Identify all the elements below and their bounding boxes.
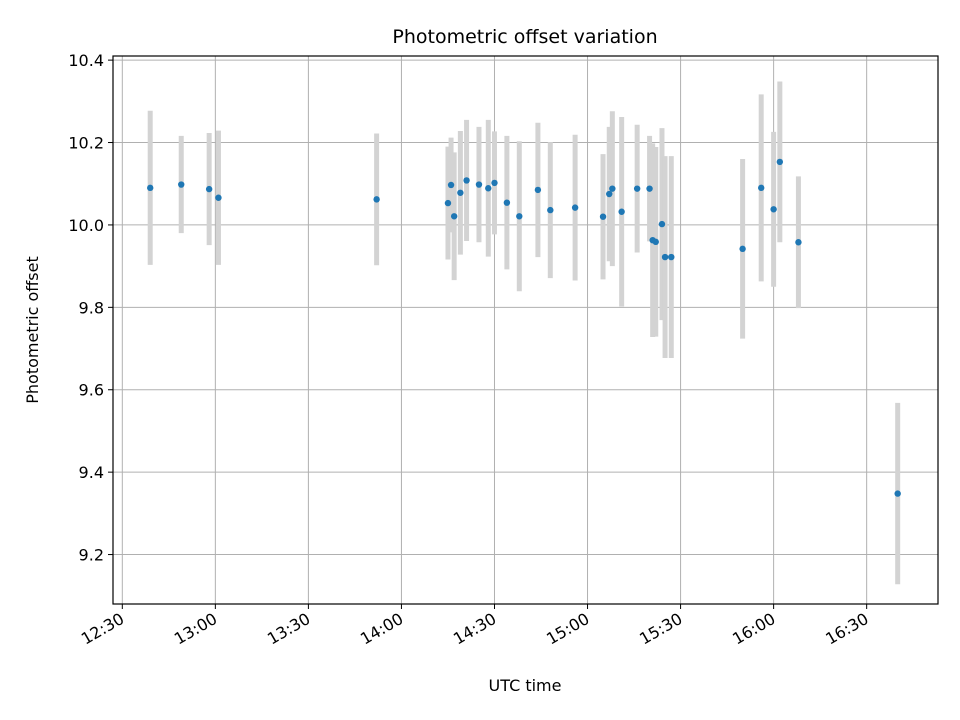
data-point (633, 185, 641, 192)
data-point (795, 239, 802, 246)
grid (113, 56, 938, 604)
data-point (503, 199, 511, 206)
x-tick-label: 16:30 (822, 609, 871, 649)
y-tick-label: 9.6 (79, 381, 104, 400)
data-point (618, 208, 625, 215)
data-point (661, 253, 669, 261)
data-point (770, 206, 777, 213)
data-point (606, 190, 613, 198)
data-point (450, 213, 458, 220)
data-point (475, 181, 483, 188)
data-point (491, 179, 498, 187)
data-point (178, 181, 185, 188)
x-tick-label: 16:00 (729, 609, 778, 649)
data-point (646, 185, 653, 192)
data-point (516, 213, 523, 220)
error-bars (147, 81, 901, 585)
data-point (215, 194, 222, 201)
data-point (776, 158, 784, 166)
data-point (894, 490, 901, 497)
data-point (571, 204, 579, 211)
y-axis: 9.2 9.4 9.6 9.8 10.0 10.2 10.4 (68, 51, 113, 565)
data-point (758, 184, 765, 192)
data-point (534, 186, 542, 194)
data-point (485, 185, 492, 192)
data-point (457, 189, 464, 196)
data-point (599, 213, 607, 220)
x-tick-label: 15:00 (543, 609, 592, 649)
data-point (373, 196, 380, 203)
data-point (205, 185, 213, 193)
y-tick-label: 9.4 (79, 463, 104, 482)
y-tick-label: 10.2 (68, 134, 104, 153)
x-tick-label: 13:30 (264, 609, 313, 649)
data-point (147, 184, 154, 192)
data-point (652, 238, 659, 246)
y-tick-label: 9.8 (79, 298, 104, 317)
x-axis: 12:30 13:00 13:30 14:00 14:30 15:00 15:30 16:00… (78, 604, 872, 649)
x-tick-label: 14:00 (357, 609, 406, 649)
x-axis-label: UTC time (489, 676, 562, 695)
data-point (444, 199, 452, 207)
y-tick-label: 9.2 (79, 546, 104, 565)
y-tick-label: 10.0 (68, 216, 104, 235)
data-points (147, 158, 901, 497)
data-point (463, 177, 470, 184)
x-tick-label: 14:30 (450, 609, 499, 649)
chart-title: Photometric offset variation (392, 26, 657, 48)
x-tick-label: 15:30 (636, 609, 685, 649)
data-point (547, 206, 554, 214)
y-axis-label: Photometric offset (23, 256, 42, 404)
data-point (739, 245, 746, 253)
plot-frame (112, 55, 939, 605)
y-tick-label: 10.4 (68, 51, 104, 70)
x-tick-label: 13:00 (171, 609, 220, 649)
x-tick-label: 12:30 (78, 609, 127, 649)
data-point (668, 253, 675, 261)
data-point (609, 185, 616, 192)
data-point (658, 220, 666, 228)
data-point (447, 181, 455, 189)
